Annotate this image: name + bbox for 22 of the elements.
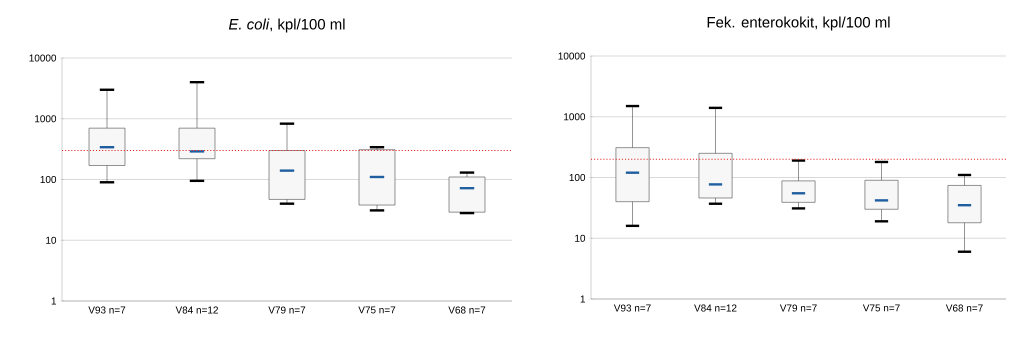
y-tick-label: 100 bbox=[569, 173, 586, 182]
x-tick-label: V75 n=7 bbox=[358, 306, 396, 314]
y-tick-label: 10 bbox=[575, 234, 586, 242]
chart-title: Fek. enterokokit, kpl/100 ml bbox=[707, 16, 890, 31]
y-tick-label: 1000 bbox=[564, 113, 586, 121]
x-tick-label: V79 n=7 bbox=[779, 304, 817, 312]
y-tick-label: 1000 bbox=[35, 115, 57, 123]
x-tick-label: V93 n=7 bbox=[88, 306, 126, 314]
x-tick-label: V84 n=12 bbox=[694, 304, 737, 312]
y-tick-label: 100 bbox=[40, 175, 57, 184]
x-tick-label: V75 n=7 bbox=[862, 304, 900, 312]
y-tick-label: 1 bbox=[580, 295, 586, 303]
x-tick-label: V93 n=7 bbox=[613, 304, 651, 312]
y-tick-label: 1 bbox=[51, 297, 57, 305]
y-tick-label: 10 bbox=[46, 236, 57, 244]
x-tick-label: V79 n=7 bbox=[268, 306, 306, 314]
chart-title: E. coli, kpl/100 ml bbox=[228, 18, 345, 33]
x-tick-label: V68 n=7 bbox=[945, 304, 983, 312]
x-tick-label: V84 n=12 bbox=[175, 306, 218, 314]
x-tick-label: V68 n=7 bbox=[448, 306, 486, 314]
y-tick-label: 10000 bbox=[29, 54, 57, 62]
y-tick-label: 10000 bbox=[558, 52, 586, 60]
